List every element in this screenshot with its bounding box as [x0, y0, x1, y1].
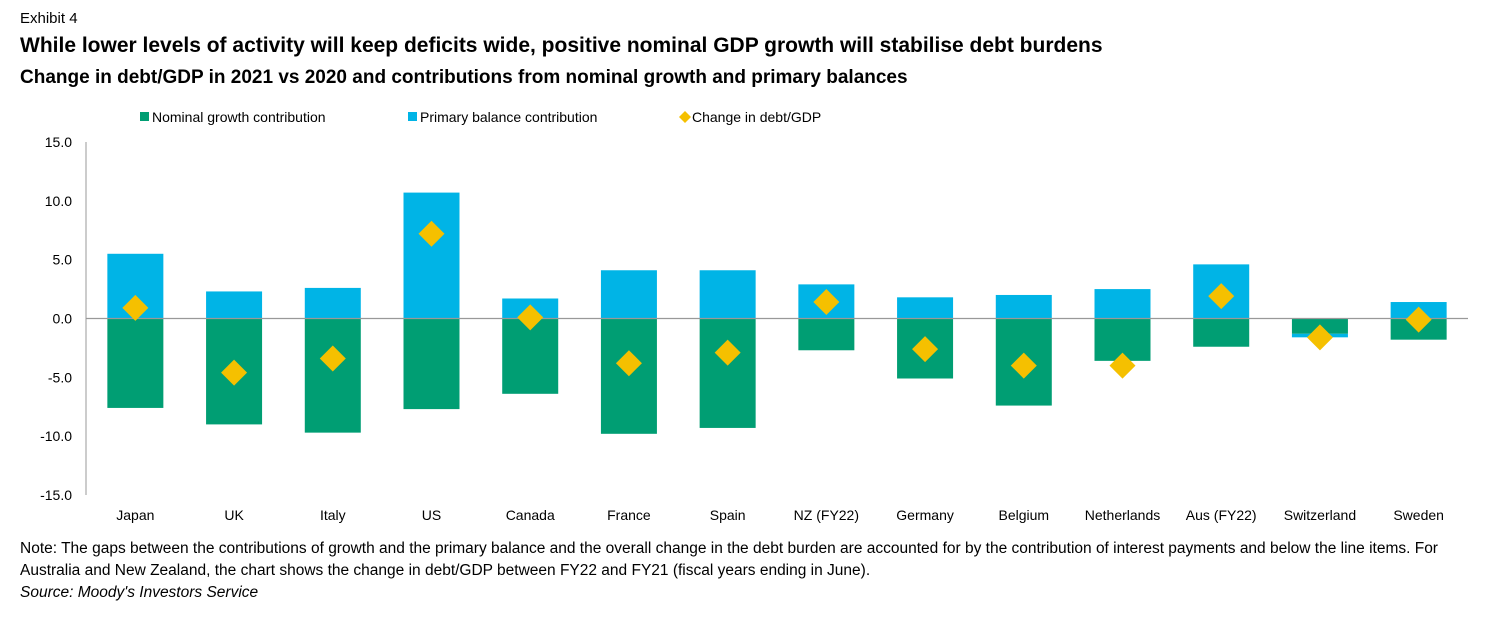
bar-nominal-growth — [502, 318, 559, 394]
bar-primary-balance — [600, 270, 657, 319]
bar-nominal-growth — [304, 318, 361, 433]
marker-change-debt — [418, 220, 445, 247]
y-tick-label: 10.0 — [45, 193, 72, 209]
bar-primary-balance — [1094, 289, 1151, 319]
marker-change-debt — [1109, 352, 1136, 379]
y-tick-label: 5.0 — [53, 252, 73, 268]
marker-change-debt — [1405, 306, 1432, 333]
exhibit-label: Exhibit 4 — [20, 10, 78, 27]
change-debt-series — [122, 220, 1432, 386]
marker-change-debt — [1010, 352, 1037, 379]
x-category-label: Belgium — [998, 507, 1049, 523]
marker-change-debt — [912, 336, 939, 363]
debt-gdp-chart: Nominal growth contribution Primary balan… — [40, 109, 1468, 523]
x-category-label: Aus (FY22) — [1186, 507, 1257, 523]
y-tick-label: 0.0 — [53, 311, 73, 327]
legend-swatch-primary-balance — [408, 112, 417, 121]
y-tick-label: -10.0 — [40, 428, 72, 444]
bar-nominal-growth — [699, 318, 756, 428]
legend-swatch-change-debt — [679, 111, 691, 123]
bar-primary-balance — [206, 291, 263, 319]
x-category-label: France — [607, 507, 651, 523]
legend-label: Change in debt/GDP — [692, 109, 821, 125]
bar-primary-balance — [897, 297, 954, 319]
chart-subtitle: Change in debt/GDP in 2021 vs 2020 and c… — [20, 67, 908, 88]
x-category-label: NZ (FY22) — [794, 507, 859, 523]
x-category-label: UK — [224, 507, 244, 523]
x-category-label: Spain — [710, 507, 746, 523]
primary-balance-series — [107, 192, 1447, 338]
chart-title: While lower levels of activity will keep… — [20, 34, 1103, 57]
legend-label: Primary balance contribution — [420, 109, 597, 125]
bar-primary-balance — [304, 287, 361, 319]
x-category-label: Italy — [320, 507, 346, 523]
bar-nominal-growth — [403, 318, 460, 410]
bar-nominal-growth — [1193, 318, 1250, 347]
y-tick-label: -15.0 — [40, 487, 72, 503]
bar-primary-balance — [403, 192, 460, 319]
marker-change-debt — [122, 294, 149, 321]
marker-change-debt — [319, 345, 346, 372]
legend-swatch-nominal-growth — [140, 112, 149, 121]
x-category-label: Japan — [116, 507, 154, 523]
marker-change-debt — [1208, 283, 1235, 310]
bar-primary-balance — [699, 270, 756, 319]
nominal-growth-series — [107, 318, 1447, 434]
bar-nominal-growth — [107, 318, 164, 408]
x-category-label: US — [422, 507, 441, 523]
bar-nominal-growth — [798, 318, 855, 351]
x-axis: Japan UK Italy US Canada France Spain NZ (FY22)… — [116, 507, 1444, 523]
x-category-label: Netherlands — [1085, 507, 1161, 523]
x-category-label: Switzerland — [1284, 507, 1356, 523]
y-tick-label: 15.0 — [45, 134, 72, 150]
x-category-label: Germany — [896, 507, 954, 523]
marker-change-debt — [221, 359, 248, 386]
bar-primary-balance — [995, 294, 1052, 319]
marker-change-debt — [813, 289, 840, 316]
x-category-label: Sweden — [1393, 507, 1444, 523]
marker-change-debt — [517, 304, 544, 331]
legend-label: Nominal growth contribution — [152, 109, 326, 125]
chart-note: Note: The gaps between the contributions… — [20, 540, 1438, 579]
chart-source: Source: Moody's Investors Service — [20, 584, 259, 601]
y-axis: -15.0 -10.0 -5.0 0.0 5.0 10.0 15.0 — [40, 134, 87, 503]
marker-change-debt — [714, 339, 741, 366]
marker-change-debt — [1306, 324, 1333, 351]
y-tick-label: -5.0 — [48, 369, 72, 385]
marker-change-debt — [615, 350, 642, 377]
x-category-label: Canada — [506, 507, 555, 523]
chart-legend: Nominal growth contribution Primary balan… — [140, 109, 821, 125]
